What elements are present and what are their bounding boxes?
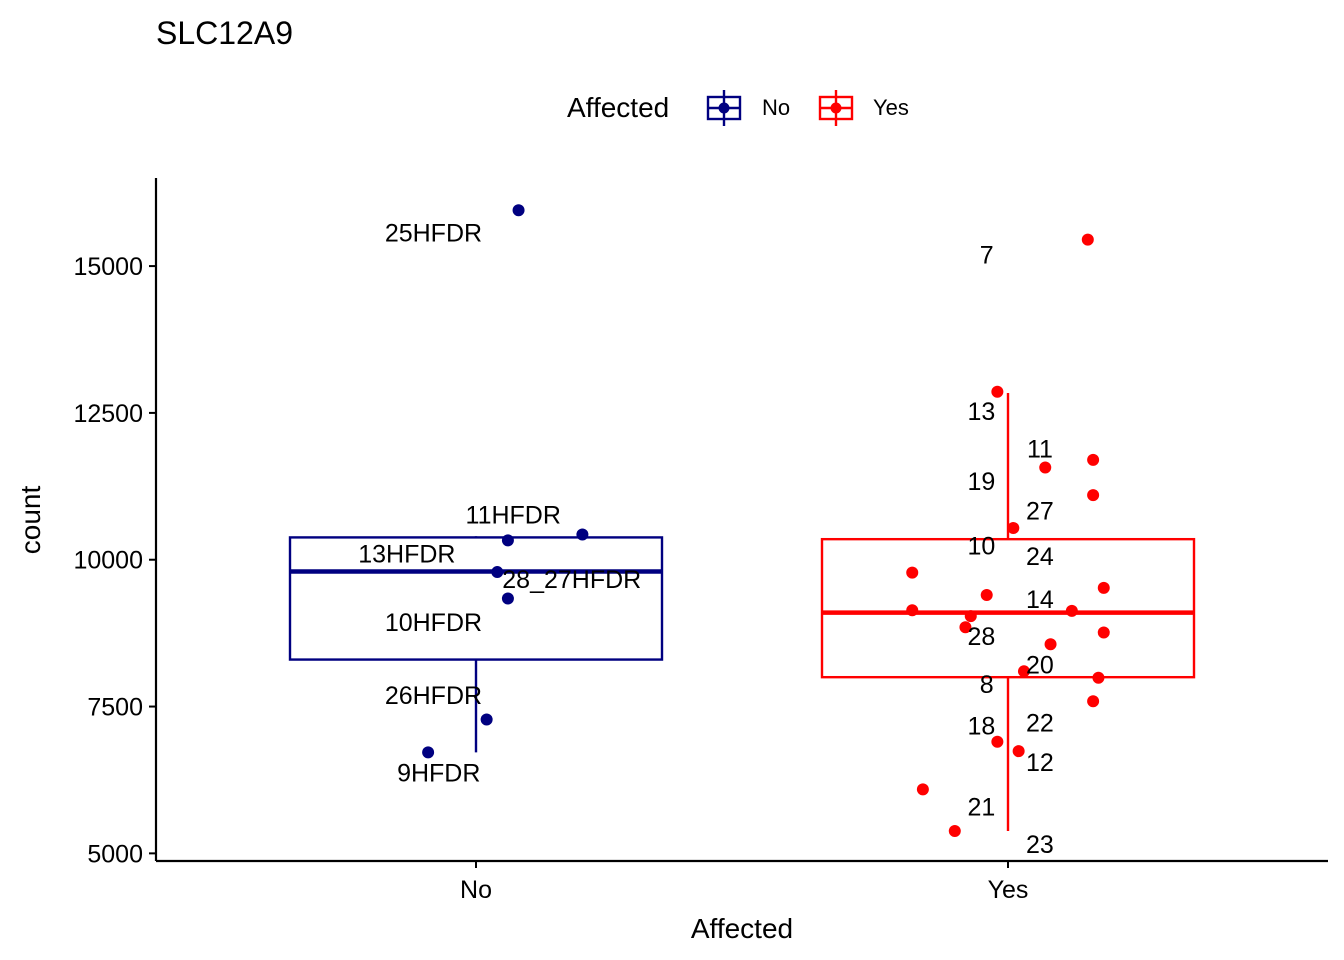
point-label: 19 bbox=[967, 468, 995, 496]
data-point bbox=[964, 610, 977, 623]
data-point bbox=[906, 604, 919, 617]
data-point bbox=[491, 566, 504, 579]
y-axis-title: count bbox=[15, 486, 46, 555]
data-point bbox=[1092, 671, 1105, 684]
data-point bbox=[1044, 638, 1057, 651]
point-label: 28_27HFDR bbox=[502, 566, 641, 594]
x-tick-label: Yes bbox=[988, 876, 1029, 904]
point-label: 27 bbox=[1026, 497, 1054, 525]
data-point bbox=[916, 783, 929, 796]
data-point bbox=[576, 528, 589, 541]
y-tick-label: 10000 bbox=[73, 547, 143, 575]
point-label: 22 bbox=[1026, 709, 1054, 737]
point-label: 25HFDR bbox=[385, 220, 482, 248]
y-tick-label: 12500 bbox=[73, 400, 143, 428]
data-point bbox=[906, 566, 919, 579]
data-point bbox=[1007, 522, 1020, 535]
data-point bbox=[1097, 581, 1110, 594]
data-point bbox=[980, 588, 993, 601]
plot-area: 25HFDR 11HFDR 13HFDR 28_27HFDR 10HFDR 26HFDR 9… bbox=[288, 204, 1196, 859]
point-label: 11 bbox=[1027, 436, 1053, 464]
chart-title: SLC12A9 bbox=[156, 15, 293, 51]
data-point bbox=[1012, 745, 1025, 758]
point-label: 10 bbox=[967, 533, 995, 561]
data-point bbox=[959, 621, 972, 634]
legend-key-yes bbox=[818, 90, 854, 126]
point-label: 23 bbox=[1026, 831, 1054, 859]
data-point bbox=[991, 385, 1004, 398]
y-tick-label: 15000 bbox=[73, 253, 143, 281]
data-point bbox=[422, 746, 435, 759]
point-label: 13HFDR bbox=[358, 540, 455, 568]
data-point bbox=[501, 592, 514, 605]
point-label: 26HFDR bbox=[385, 682, 482, 710]
legend-key-no bbox=[706, 90, 742, 126]
point-label: 24 bbox=[1026, 543, 1054, 571]
point-label: 18 bbox=[967, 712, 995, 740]
point-label: 9HFDR bbox=[397, 759, 480, 787]
point-label: 28 bbox=[967, 623, 995, 651]
data-point bbox=[1065, 604, 1078, 617]
y-tick-label: 5000 bbox=[87, 840, 143, 868]
data-point bbox=[1017, 665, 1030, 678]
legend-title: Affected bbox=[567, 92, 669, 123]
x-tick-label: No bbox=[460, 876, 492, 904]
series-yes: 7 13 11 19 27 10 24 14 28 20 8 22 18 12 21 23 bbox=[820, 233, 1196, 859]
point-label: 12 bbox=[1026, 749, 1054, 777]
point-label: 10HFDR bbox=[385, 609, 482, 637]
y-tick-label: 7500 bbox=[87, 694, 143, 722]
data-point bbox=[1039, 461, 1052, 474]
data-point bbox=[501, 534, 514, 547]
point-label: 21 bbox=[967, 793, 995, 821]
box bbox=[820, 537, 1196, 679]
series-no: 25HFDR 11HFDR 13HFDR 28_27HFDR 10HFDR 26HFDR 9… bbox=[288, 204, 664, 787]
data-point bbox=[512, 204, 525, 217]
x-axis-ticks: No Yes bbox=[460, 861, 1028, 904]
legend-label-yes: Yes bbox=[873, 95, 909, 120]
data-point bbox=[948, 825, 961, 838]
data-point bbox=[480, 713, 493, 726]
data-point bbox=[1087, 453, 1100, 466]
data-point bbox=[991, 735, 1004, 748]
point-label: 7 bbox=[980, 241, 994, 269]
box bbox=[288, 536, 664, 661]
legend-label-no: No bbox=[762, 95, 790, 120]
legend: Affected No Yes bbox=[567, 90, 909, 126]
x-axis-title: Affected bbox=[691, 913, 793, 944]
point-label: 8 bbox=[980, 671, 994, 699]
point-label: 13 bbox=[967, 398, 995, 426]
data-point bbox=[1081, 233, 1094, 246]
point-label: 20 bbox=[1026, 651, 1054, 679]
point-label: 11HFDR bbox=[466, 502, 561, 530]
data-point bbox=[1097, 626, 1110, 639]
data-point bbox=[1087, 489, 1100, 502]
data-point bbox=[1087, 695, 1100, 708]
y-axis-ticks: 5000 7500 10000 12500 15000 bbox=[73, 253, 156, 868]
point-label: 14 bbox=[1026, 586, 1054, 614]
